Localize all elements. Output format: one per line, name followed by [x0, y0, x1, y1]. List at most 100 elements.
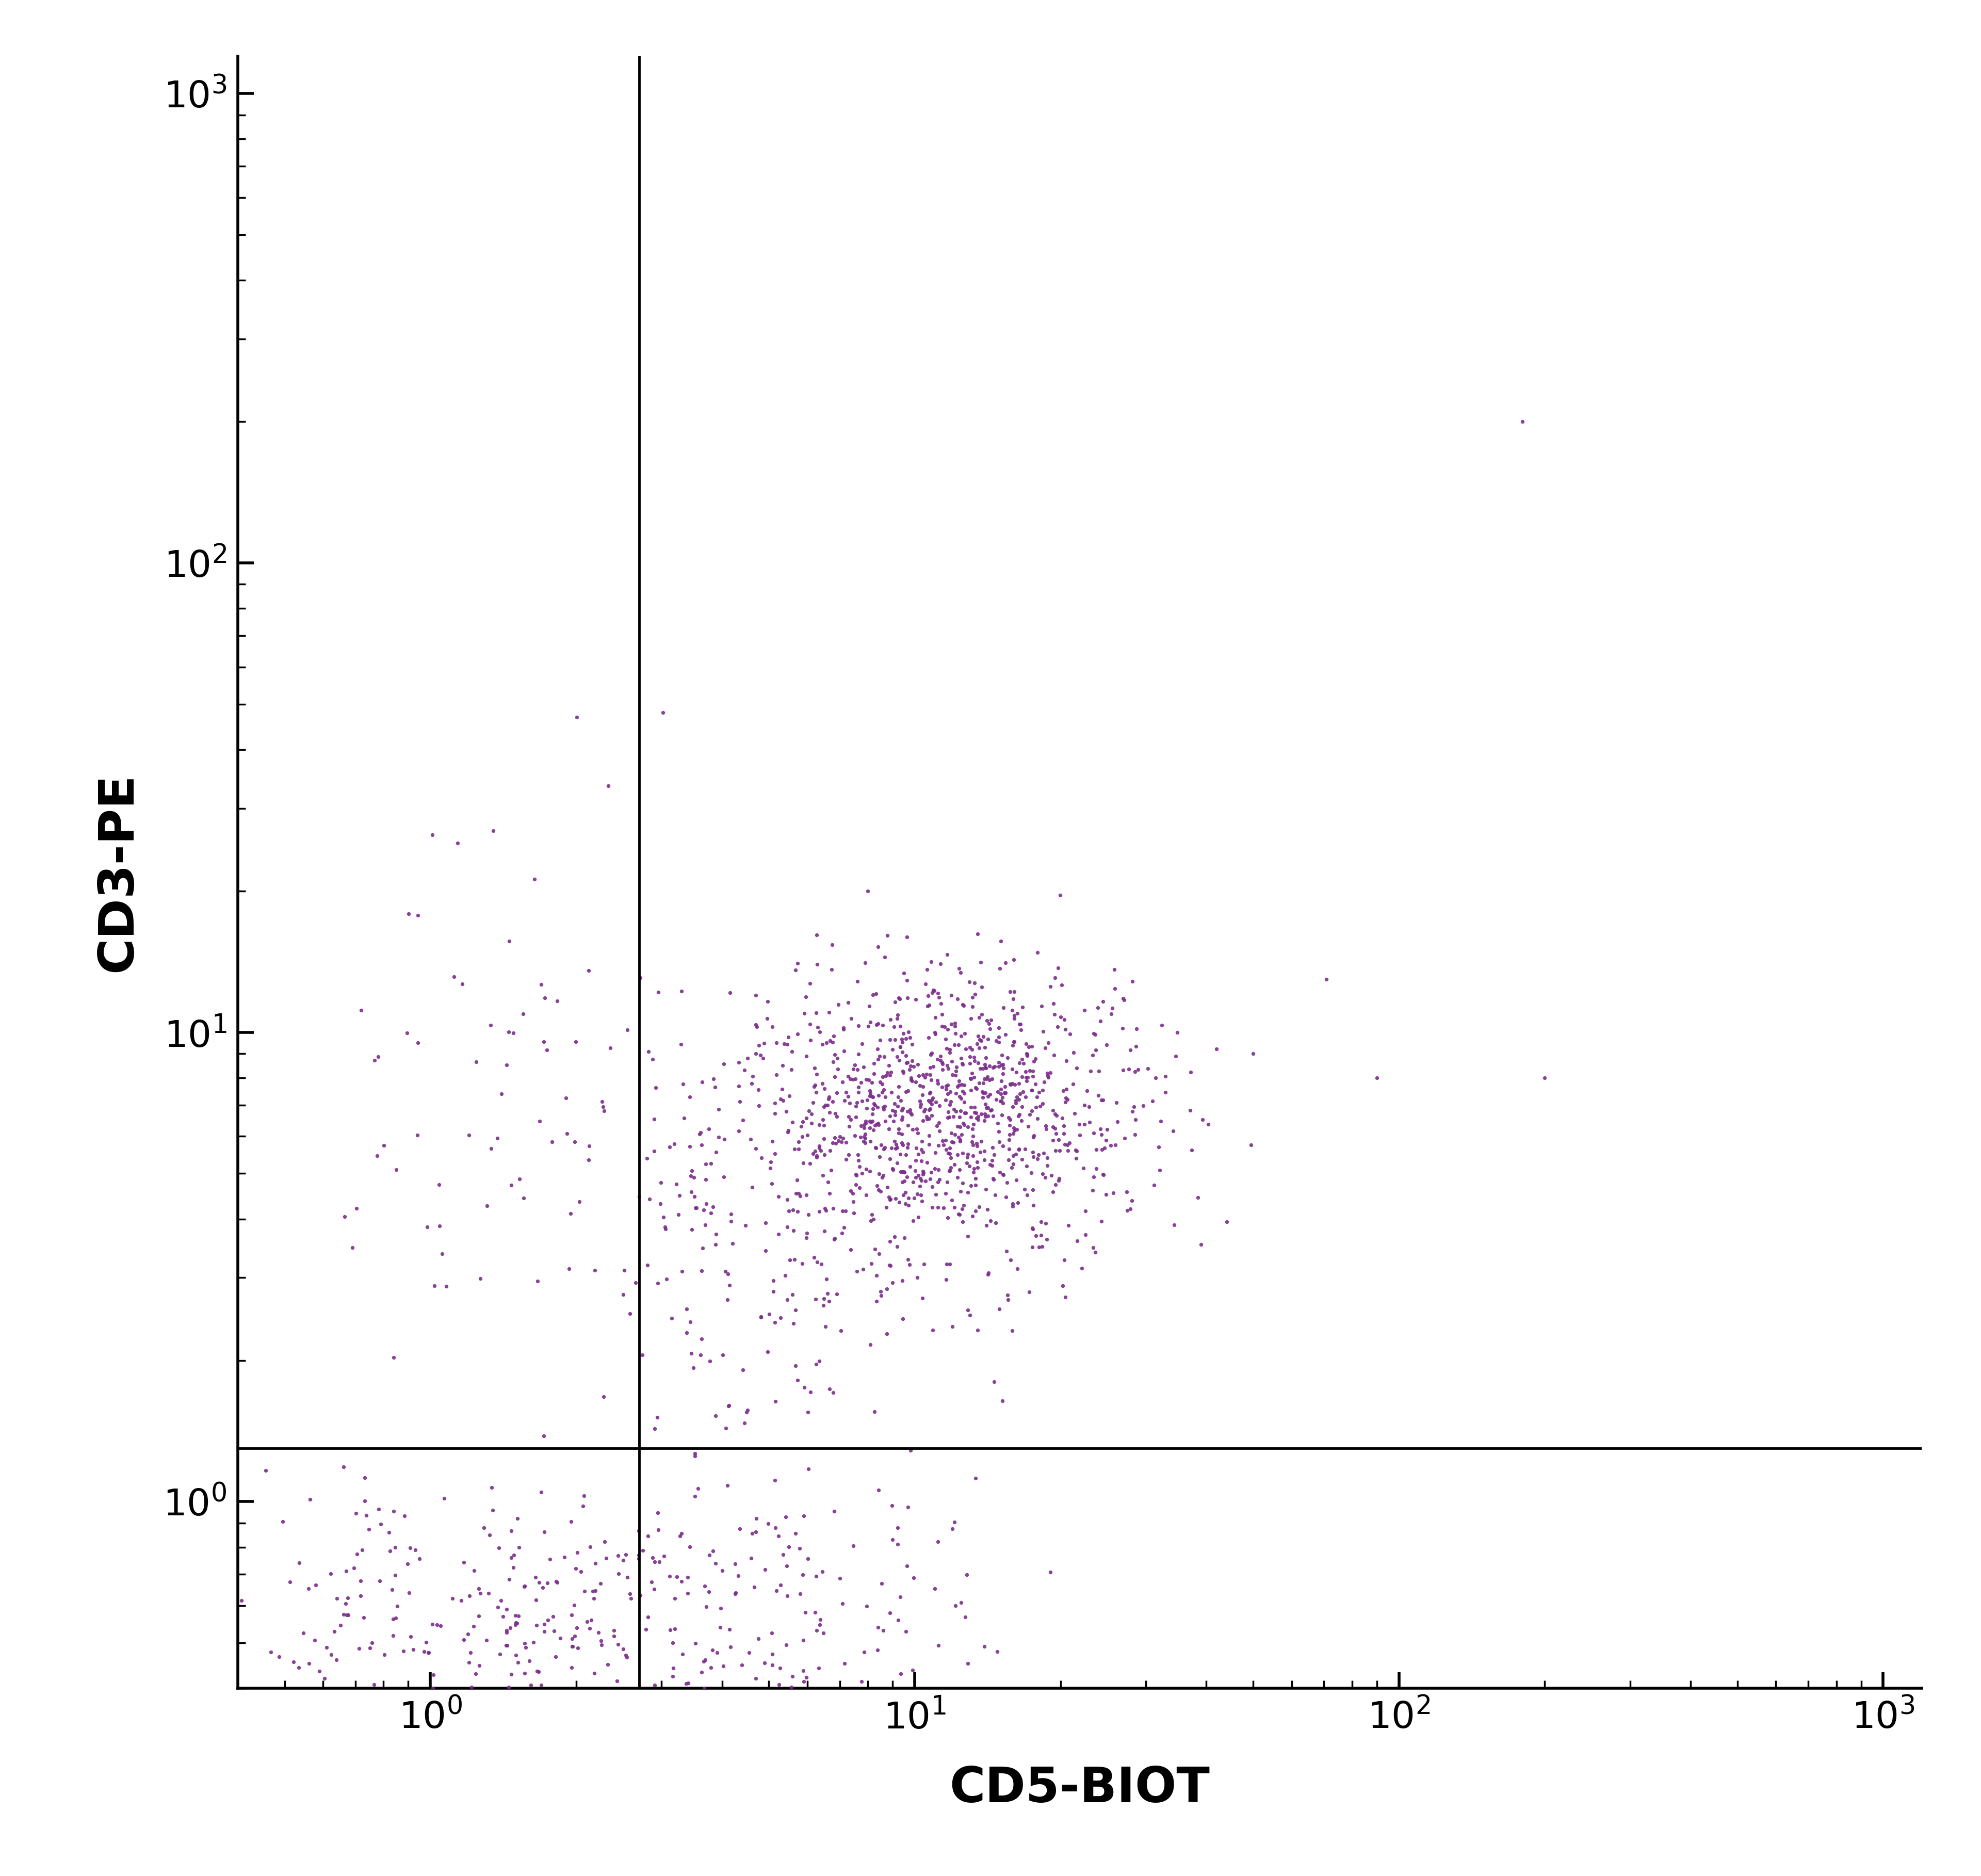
Point	[828, 1036, 860, 1066]
Point	[927, 1129, 959, 1159]
Point	[426, 1238, 458, 1268]
Point	[394, 1578, 426, 1608]
Point	[1078, 1019, 1109, 1049]
Point	[987, 1052, 1018, 1082]
Point	[786, 1657, 818, 1687]
Point	[925, 1041, 957, 1071]
Point	[777, 1195, 808, 1225]
Point	[1028, 1017, 1060, 1047]
Point	[1086, 1120, 1117, 1150]
Point	[842, 1257, 874, 1287]
Point	[436, 1583, 468, 1613]
Point	[1090, 1133, 1121, 1163]
Point	[996, 1030, 1028, 1060]
Point	[945, 1156, 977, 1186]
Point	[947, 1193, 979, 1223]
Point	[891, 1551, 923, 1581]
Point	[901, 1203, 933, 1233]
Point	[745, 1039, 777, 1069]
Point	[1018, 1120, 1050, 1150]
Point	[905, 1126, 937, 1156]
Point	[820, 1099, 852, 1129]
Point	[1092, 1114, 1123, 1144]
Point	[1090, 1126, 1121, 1156]
Point	[931, 1103, 963, 1133]
Point	[814, 1287, 846, 1317]
Point	[987, 1131, 1018, 1161]
Point	[858, 1094, 889, 1124]
Point	[672, 1578, 703, 1608]
Point	[588, 1381, 620, 1411]
Point	[418, 1270, 450, 1300]
Point	[990, 1167, 1022, 1197]
Point	[907, 1137, 939, 1167]
Point	[965, 1024, 996, 1054]
Point	[695, 1653, 727, 1683]
Point	[911, 1103, 943, 1133]
Point	[1175, 1056, 1206, 1086]
Point	[794, 1024, 826, 1054]
Point	[794, 1009, 826, 1039]
Point	[987, 1051, 1018, 1081]
Point	[961, 1103, 992, 1133]
Point	[951, 1142, 983, 1172]
Point	[949, 1189, 981, 1219]
Point	[868, 1092, 899, 1122]
Point	[919, 1154, 951, 1184]
Point	[539, 1642, 571, 1672]
Point	[874, 1144, 905, 1174]
Point	[882, 1148, 913, 1178]
Point	[777, 1662, 808, 1692]
Point	[689, 1673, 721, 1703]
Point	[1022, 1233, 1054, 1263]
Point	[943, 953, 975, 983]
Point	[905, 1180, 937, 1210]
Point	[755, 1146, 786, 1176]
Point	[802, 1197, 834, 1227]
Point	[341, 1538, 372, 1568]
Point	[895, 1099, 927, 1129]
Point	[359, 1670, 390, 1700]
Point	[947, 1206, 979, 1236]
Point	[939, 1591, 971, 1621]
Point	[800, 1248, 832, 1278]
Point	[891, 983, 923, 1013]
Point	[983, 1013, 1014, 1043]
Point	[907, 1249, 939, 1279]
Point	[862, 1045, 893, 1075]
Point	[921, 1193, 953, 1223]
Point	[325, 1610, 357, 1640]
Point	[895, 1064, 927, 1094]
Point	[933, 1139, 965, 1169]
Point	[707, 1339, 739, 1369]
Point	[731, 1398, 763, 1428]
Point	[1000, 1082, 1032, 1112]
Point	[699, 1548, 731, 1578]
Point	[828, 1649, 860, 1679]
Point	[860, 1287, 891, 1317]
Point	[1040, 1118, 1072, 1148]
Point	[975, 1206, 1006, 1236]
Point	[491, 1617, 523, 1647]
Point	[870, 1082, 901, 1112]
Point	[380, 1561, 412, 1591]
Point	[1002, 1067, 1034, 1097]
Point	[1002, 1101, 1034, 1131]
Point	[903, 1086, 935, 1116]
Point	[969, 1099, 1000, 1129]
Point	[880, 1133, 911, 1163]
Point	[939, 1120, 971, 1150]
Point	[784, 1111, 816, 1141]
Point	[987, 1088, 1018, 1118]
Point	[971, 1006, 1002, 1036]
Point	[884, 985, 915, 1015]
Point	[1022, 938, 1054, 968]
Point	[1032, 1058, 1064, 1088]
Point	[969, 1090, 1000, 1120]
Point	[771, 1551, 802, 1581]
Point	[1002, 1135, 1034, 1165]
Point	[923, 1165, 955, 1195]
Point	[846, 1157, 878, 1188]
Point	[713, 1390, 745, 1420]
Point	[796, 1139, 828, 1169]
